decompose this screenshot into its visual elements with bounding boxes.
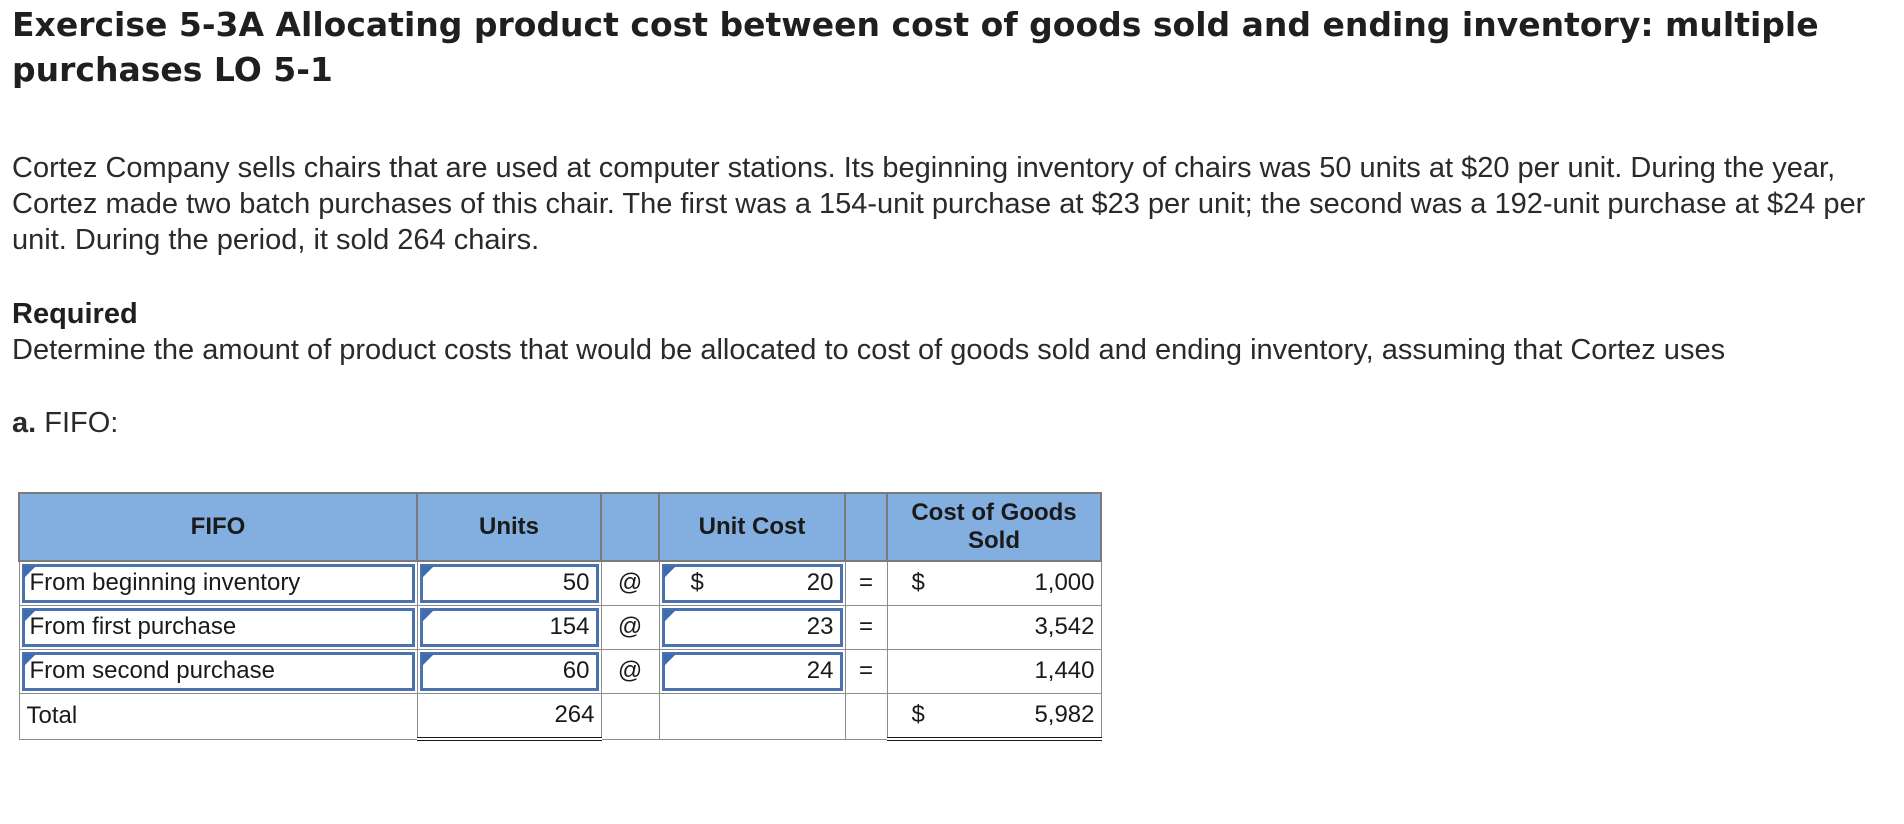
cogs-value: 3,542 bbox=[1034, 613, 1095, 640]
unit-cost-cell: 23 bbox=[658, 604, 846, 650]
total-at-blank bbox=[600, 692, 660, 740]
units-cell: 50 bbox=[416, 560, 602, 606]
at-symbol: @ bbox=[617, 613, 643, 640]
units-value: 60 bbox=[562, 657, 590, 684]
equals-symbol: = bbox=[858, 657, 873, 684]
at-cell: @ bbox=[600, 560, 660, 606]
label-input[interactable]: From first purchase bbox=[21, 607, 415, 647]
equals-symbol: = bbox=[858, 613, 873, 640]
cogs-value: 1,000 bbox=[1034, 569, 1095, 597]
dollar-sign: $ bbox=[911, 569, 925, 597]
unit-cost-input[interactable]: $ 20 bbox=[661, 564, 843, 603]
dollar-sign: $ bbox=[911, 701, 925, 729]
input-marker-icon bbox=[421, 653, 434, 666]
header-units: Units bbox=[416, 492, 602, 562]
equals-cell: = bbox=[844, 648, 888, 694]
input-marker-icon bbox=[663, 653, 676, 666]
row-label: From beginning inventory bbox=[29, 569, 301, 597]
input-marker-icon bbox=[421, 609, 434, 622]
unit-cost-value: 23 bbox=[806, 613, 834, 640]
input-marker-icon bbox=[23, 653, 36, 666]
header-equals-blank bbox=[844, 492, 888, 562]
unit-cost-input[interactable]: 23 bbox=[661, 607, 843, 647]
input-marker-icon bbox=[663, 609, 676, 622]
units-input[interactable]: 50 bbox=[419, 564, 599, 603]
total-unit-cost-blank bbox=[658, 692, 846, 740]
unit-cost-cell: 24 bbox=[658, 648, 846, 694]
total-equals-blank bbox=[844, 692, 888, 740]
fifo-table: FIFO Units Unit Cost Cost of Goods Sold … bbox=[18, 492, 1102, 741]
units-value: 154 bbox=[549, 613, 590, 640]
table-header-row: FIFO Units Unit Cost Cost of Goods Sold bbox=[18, 492, 1102, 562]
header-unit-cost: Unit Cost bbox=[658, 492, 846, 562]
at-cell: @ bbox=[600, 604, 660, 650]
unit-cost-input[interactable]: 24 bbox=[661, 651, 843, 691]
total-cogs-value: 5,982 bbox=[1034, 701, 1095, 729]
unit-cost-value: 20 bbox=[806, 569, 834, 597]
input-marker-icon bbox=[421, 566, 434, 578]
input-marker-icon bbox=[663, 566, 676, 578]
units-input[interactable]: 154 bbox=[419, 607, 599, 647]
dollar-sign: $ bbox=[690, 569, 704, 597]
row-label-cell: From first purchase bbox=[18, 604, 418, 650]
total-cogs-cell: $ 5,982 bbox=[886, 692, 1102, 741]
problem-description: Cortez Company sells chairs that are use… bbox=[12, 152, 1866, 256]
units-value: 50 bbox=[562, 569, 590, 597]
total-units-cell: 264 bbox=[416, 692, 602, 741]
label-input[interactable]: From second purchase bbox=[21, 651, 415, 691]
cogs-cell: 1,440 bbox=[886, 648, 1102, 694]
input-marker-icon bbox=[23, 566, 36, 578]
label-input[interactable]: From beginning inventory bbox=[21, 564, 415, 603]
total-row: Total 264 $ 5,982 bbox=[18, 692, 1102, 741]
units-cell: 60 bbox=[416, 648, 602, 694]
total-units-value: 264 bbox=[554, 701, 595, 729]
table-row: From beginning inventory 50 @ $ 20 bbox=[18, 560, 1102, 606]
input-marker-icon bbox=[23, 609, 36, 622]
at-cell: @ bbox=[600, 648, 660, 694]
unit-cost-cell: $ 20 bbox=[658, 560, 846, 606]
table-row: From second purchase 60 @ 24 = bbox=[18, 648, 1102, 694]
part-name: FIFO: bbox=[44, 407, 119, 439]
part-a-label: a. FIFO: bbox=[12, 405, 118, 441]
at-symbol: @ bbox=[617, 657, 643, 684]
equals-symbol: = bbox=[858, 569, 873, 597]
cogs-cell: 3,542 bbox=[886, 604, 1102, 650]
table-row: From first purchase 154 @ 23 = bbox=[18, 604, 1102, 650]
cogs-value: 1,440 bbox=[1034, 657, 1095, 684]
row-label-cell: From second purchase bbox=[18, 648, 418, 694]
row-label: From second purchase bbox=[29, 657, 275, 684]
equals-cell: = bbox=[844, 560, 888, 606]
header-at-blank bbox=[600, 492, 660, 562]
units-cell: 154 bbox=[416, 604, 602, 650]
required-heading: Required bbox=[12, 298, 138, 330]
units-input[interactable]: 60 bbox=[419, 651, 599, 691]
part-letter: a. bbox=[12, 407, 37, 439]
exercise-title: Exercise 5-3A Allocating product cost be… bbox=[12, 5, 1819, 89]
total-label: Total bbox=[26, 702, 78, 729]
header-cost-of-goods-sold: Cost of Goods Sold bbox=[886, 492, 1102, 562]
row-label: From first purchase bbox=[29, 613, 237, 640]
at-symbol: @ bbox=[617, 569, 643, 597]
unit-cost-value: 24 bbox=[806, 657, 834, 684]
header-fifo: FIFO bbox=[18, 492, 418, 562]
cogs-cell: $ 1,000 bbox=[886, 560, 1102, 606]
equals-cell: = bbox=[844, 604, 888, 650]
row-label-cell: From beginning inventory bbox=[18, 560, 418, 606]
required-instruction: Determine the amount of product costs th… bbox=[12, 334, 1726, 366]
total-label-cell: Total bbox=[18, 692, 418, 740]
